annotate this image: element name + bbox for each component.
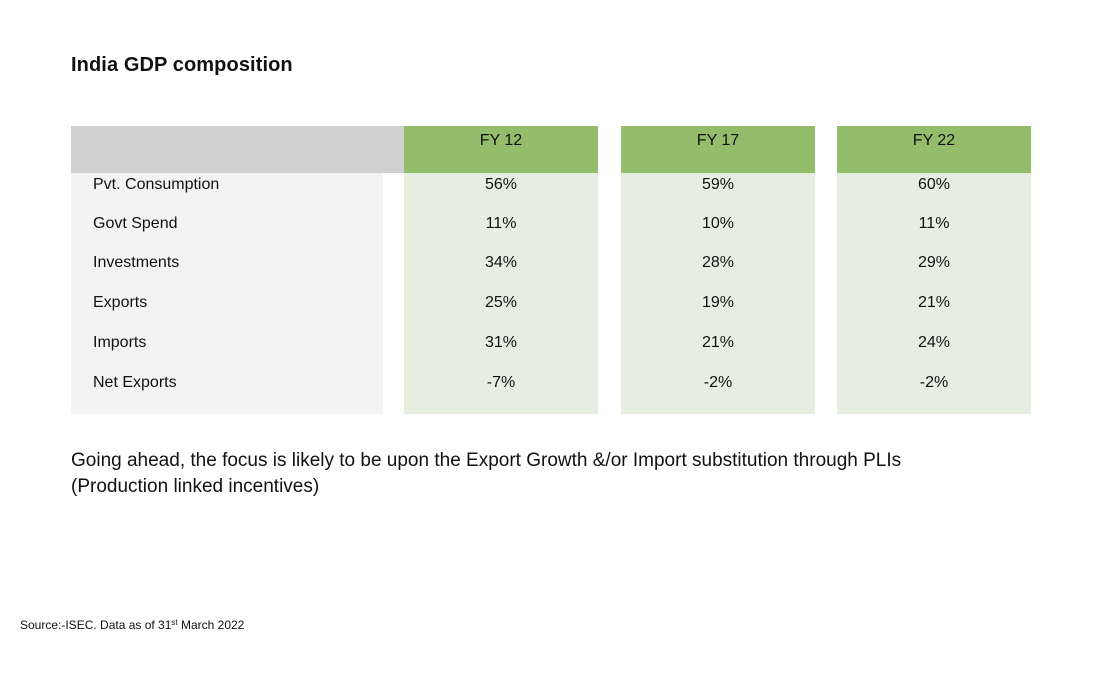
- table-cell: 59%: [701, 176, 735, 193]
- table-cell: 24%: [917, 334, 951, 351]
- table-cell: 19%: [701, 294, 735, 311]
- row-label-pvt-consumption: Pvt. Consumption: [93, 176, 220, 193]
- source-superscript: st: [171, 618, 178, 627]
- commentary-line-1: Going ahead, the focus is likely to be u…: [71, 450, 902, 471]
- table-cell: 25%: [484, 294, 518, 311]
- row-label-investments: Investments: [93, 254, 180, 271]
- table-cell: 34%: [484, 254, 518, 271]
- page-title: India GDP composition: [71, 54, 293, 76]
- column-body-fy12: 56% 11% 34% 25% 31% -7%: [404, 173, 598, 414]
- table-corner-header: [71, 126, 404, 173]
- column-fy22: FY 22 60% 11% 29% 21% 24% -2%: [837, 126, 1031, 414]
- source-footnote: Source:-ISEC. Data as of 31st March 2022: [20, 617, 244, 633]
- row-label-net-exports: Net Exports: [93, 374, 177, 391]
- row-label-imports: Imports: [93, 334, 147, 351]
- column-fy12: FY 12 56% 11% 34% 25% 31% -7%: [404, 126, 598, 414]
- row-label-exports: Exports: [93, 294, 148, 311]
- table-cell: 21%: [917, 294, 951, 311]
- table-cell: 11%: [485, 215, 517, 232]
- table-cell: 28%: [701, 254, 735, 271]
- column-header-fy22: FY 22: [837, 126, 1031, 173]
- row-label-column: [71, 173, 383, 414]
- column-header-fy12: FY 12: [404, 126, 598, 173]
- table-cell: -2%: [703, 374, 733, 391]
- table-cell: 31%: [484, 334, 518, 351]
- table-cell: 56%: [484, 176, 518, 193]
- table-cell: 11%: [918, 215, 950, 232]
- source-prefix: Source:-ISEC. Data as of 31: [20, 618, 172, 632]
- source-suffix: March 2022: [177, 618, 245, 632]
- table-cell: 21%: [701, 334, 735, 351]
- commentary-text: Going ahead, the focus is likely to be u…: [71, 448, 1031, 500]
- table-cell: 60%: [917, 176, 951, 193]
- table-cell: -7%: [486, 374, 516, 391]
- column-body-fy17: 59% 10% 28% 19% 21% -2%: [621, 173, 815, 414]
- column-header-fy17: FY 17: [621, 126, 815, 173]
- column-fy17: FY 17 59% 10% 28% 19% 21% -2%: [621, 126, 815, 414]
- table-cell: -2%: [919, 374, 949, 391]
- row-label-govt-spend: Govt Spend: [93, 215, 178, 232]
- column-body-fy22: 60% 11% 29% 21% 24% -2%: [837, 173, 1031, 414]
- commentary-line-2: (Production linked incentives): [71, 476, 320, 497]
- table-cell: 29%: [917, 254, 951, 271]
- table-cell: 10%: [701, 215, 735, 232]
